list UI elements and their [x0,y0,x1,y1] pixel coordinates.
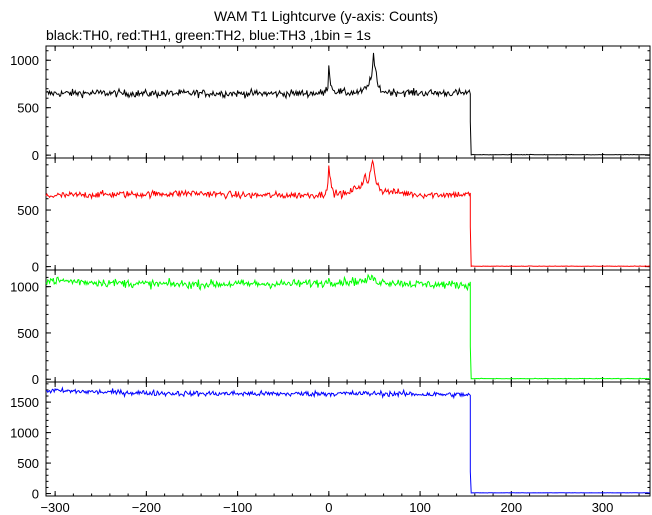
chart-subtitle: black:TH0, red:TH1, green:TH2, blue:TH3 … [46,27,371,43]
y-tick-label: 1000 [10,280,39,295]
x-tick-label: −200 [132,500,161,515]
y-tick-label: 0 [32,372,39,387]
y-tick-label: 1000 [10,426,39,441]
x-tick-label: 100 [409,500,431,515]
y-tick-label: 1000 [10,53,39,68]
y-tick-label: 1500 [10,395,39,410]
y-tick-label: 500 [17,456,39,471]
series-line-th1 [45,158,651,268]
series-line-th0 [45,52,651,156]
x-tick-label: −100 [223,500,252,515]
series-line-th2 [45,273,650,380]
chart-title: WAM T1 Lightcurve (y-axis: Counts) [213,8,439,24]
y-tick-label: 500 [17,326,39,341]
panel-frame-th1 [45,157,651,271]
x-tick-label: 300 [592,500,614,515]
y-tick-label: 0 [32,260,39,275]
series-line-th3 [45,386,650,494]
x-tick-label: 200 [500,500,522,515]
panel-frame-th0 [45,45,651,159]
y-tick-label: 0 [32,148,39,163]
y-tick-label: 0 [32,487,39,502]
x-tick-label: −300 [40,500,69,515]
y-tick-label: 500 [17,101,39,116]
panel-frame-th3 [45,381,651,497]
panel-frame-th2 [45,269,651,383]
x-tick-label: 0 [325,500,332,515]
y-tick-label: 500 [17,203,39,218]
